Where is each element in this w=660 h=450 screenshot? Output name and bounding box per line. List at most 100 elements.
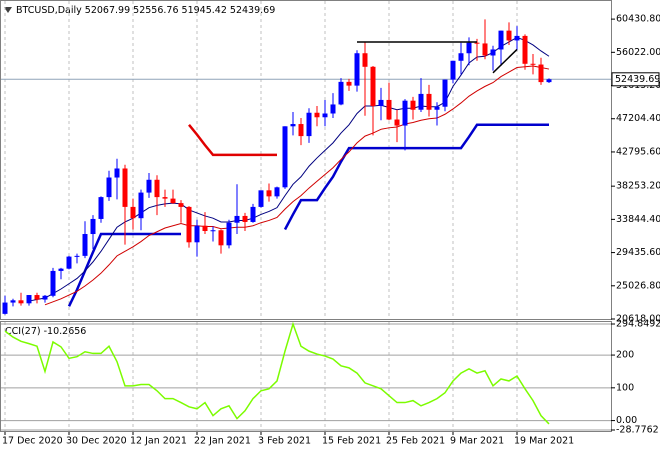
high-value: 52556.76	[133, 5, 178, 16]
candle-body	[250, 206, 256, 222]
candle-body	[218, 230, 224, 246]
candle-body	[210, 230, 216, 232]
y-tick-label: 33844.40	[616, 214, 660, 225]
candle-body	[98, 197, 104, 219]
candle-body	[546, 79, 552, 83]
candle-body	[66, 256, 72, 269]
candle-body	[26, 295, 32, 304]
candle-body	[10, 300, 16, 303]
candle-body	[258, 190, 264, 207]
y-tick-label: 60430.80	[616, 14, 660, 25]
candle-body	[370, 66, 376, 106]
y-tick-label: -28.7762	[616, 425, 659, 436]
candle-body	[506, 30, 512, 41]
moving-average	[44, 65, 550, 306]
x-tick-label: 15 Feb 2021	[322, 436, 381, 447]
stop-line	[188, 124, 277, 157]
y-tick-label: 20618.00	[616, 314, 660, 325]
candle-body	[186, 206, 192, 243]
candle-body	[458, 53, 464, 61]
candle-body	[130, 206, 136, 219]
candle-body	[482, 43, 488, 56]
candle-body	[146, 179, 152, 193]
candle-body	[418, 93, 424, 110]
candle-body	[498, 30, 504, 50]
candle-body	[122, 168, 128, 207]
candle-body	[266, 190, 272, 197]
candle-body	[514, 35, 520, 41]
candle-body	[322, 113, 328, 118]
candle-body	[234, 215, 240, 223]
candle-body	[34, 295, 40, 300]
candle-body	[282, 126, 288, 188]
x-tick-label: 12 Jan 2021	[130, 436, 187, 447]
y-tick-label: 47204.40	[616, 113, 660, 124]
candle-body	[82, 234, 88, 256]
candle-body	[522, 35, 528, 64]
y-tick-label: 0.00	[616, 415, 637, 426]
candle-body	[378, 99, 384, 106]
indicator-header: CCI(27) -10.2656	[5, 326, 86, 337]
candle-body	[242, 215, 248, 222]
candle-body	[442, 79, 448, 107]
current-price-box	[611, 72, 660, 87]
candle-body	[466, 42, 472, 54]
y-tick-label: 294.8492	[616, 319, 660, 330]
candle-body	[90, 218, 96, 235]
candle-body	[2, 302, 8, 314]
candle-body	[162, 197, 168, 199]
candle-body	[538, 64, 544, 83]
candle-body	[346, 81, 352, 86]
y-tick-label: 100	[616, 382, 634, 393]
main-pane-frame	[0, 0, 612, 320]
candle-body	[170, 198, 176, 204]
y-tick-label: 29435.60	[616, 247, 660, 258]
candle-body	[386, 99, 392, 120]
indicator-value: -10.2656	[44, 326, 87, 337]
chart-title: BTCUSD,Daily	[16, 5, 82, 16]
low-value: 51945.42	[182, 5, 227, 16]
trendline	[492, 48, 518, 74]
open-value: 52067.99	[85, 5, 130, 16]
candle-body	[530, 63, 536, 65]
candle-body	[330, 104, 336, 114]
candle-body	[194, 225, 200, 243]
x-tick-label: 19 Mar 2021	[514, 436, 574, 447]
candle-body	[298, 124, 304, 137]
candle-body	[50, 270, 56, 296]
x-tick-label: 3 Feb 2021	[258, 436, 311, 447]
candle-body	[74, 255, 80, 257]
candle-body	[290, 124, 296, 127]
candle-body	[178, 203, 184, 207]
candle-body	[490, 49, 496, 56]
x-tick-label: 17 Dec 2020	[2, 436, 63, 447]
y-tick-label: 42795.60	[616, 146, 660, 157]
indicator-title: CCI(27)	[5, 326, 41, 337]
candle-body	[58, 268, 64, 271]
candle-body	[426, 93, 432, 110]
candle-body	[106, 177, 112, 198]
candle-body	[354, 53, 360, 86]
candle-body	[394, 119, 400, 126]
candle-body	[362, 53, 368, 67]
candle-body	[450, 60, 456, 80]
candle-body	[154, 179, 160, 198]
current-price-label: 52439.69	[615, 74, 660, 85]
candle-body	[314, 112, 320, 118]
candle-body	[410, 100, 416, 110]
x-tick-label: 9 Mar 2021	[450, 436, 504, 447]
moving-average	[28, 36, 550, 302]
x-tick-label: 30 Dec 2020	[66, 436, 127, 447]
y-tick-label: 38253.20	[616, 181, 660, 192]
x-tick-label: 22 Jan 2021	[194, 436, 251, 447]
candle-body	[114, 168, 120, 178]
y-tick-label: 25026.80	[616, 280, 660, 291]
candle-body	[274, 187, 280, 197]
candle-body	[474, 42, 480, 44]
chart-header: BTCUSD,Daily 52067.99 52556.76 51945.42 …	[16, 5, 275, 16]
candle-body	[202, 225, 208, 232]
candle-body	[42, 295, 48, 300]
candle-body	[306, 112, 312, 137]
